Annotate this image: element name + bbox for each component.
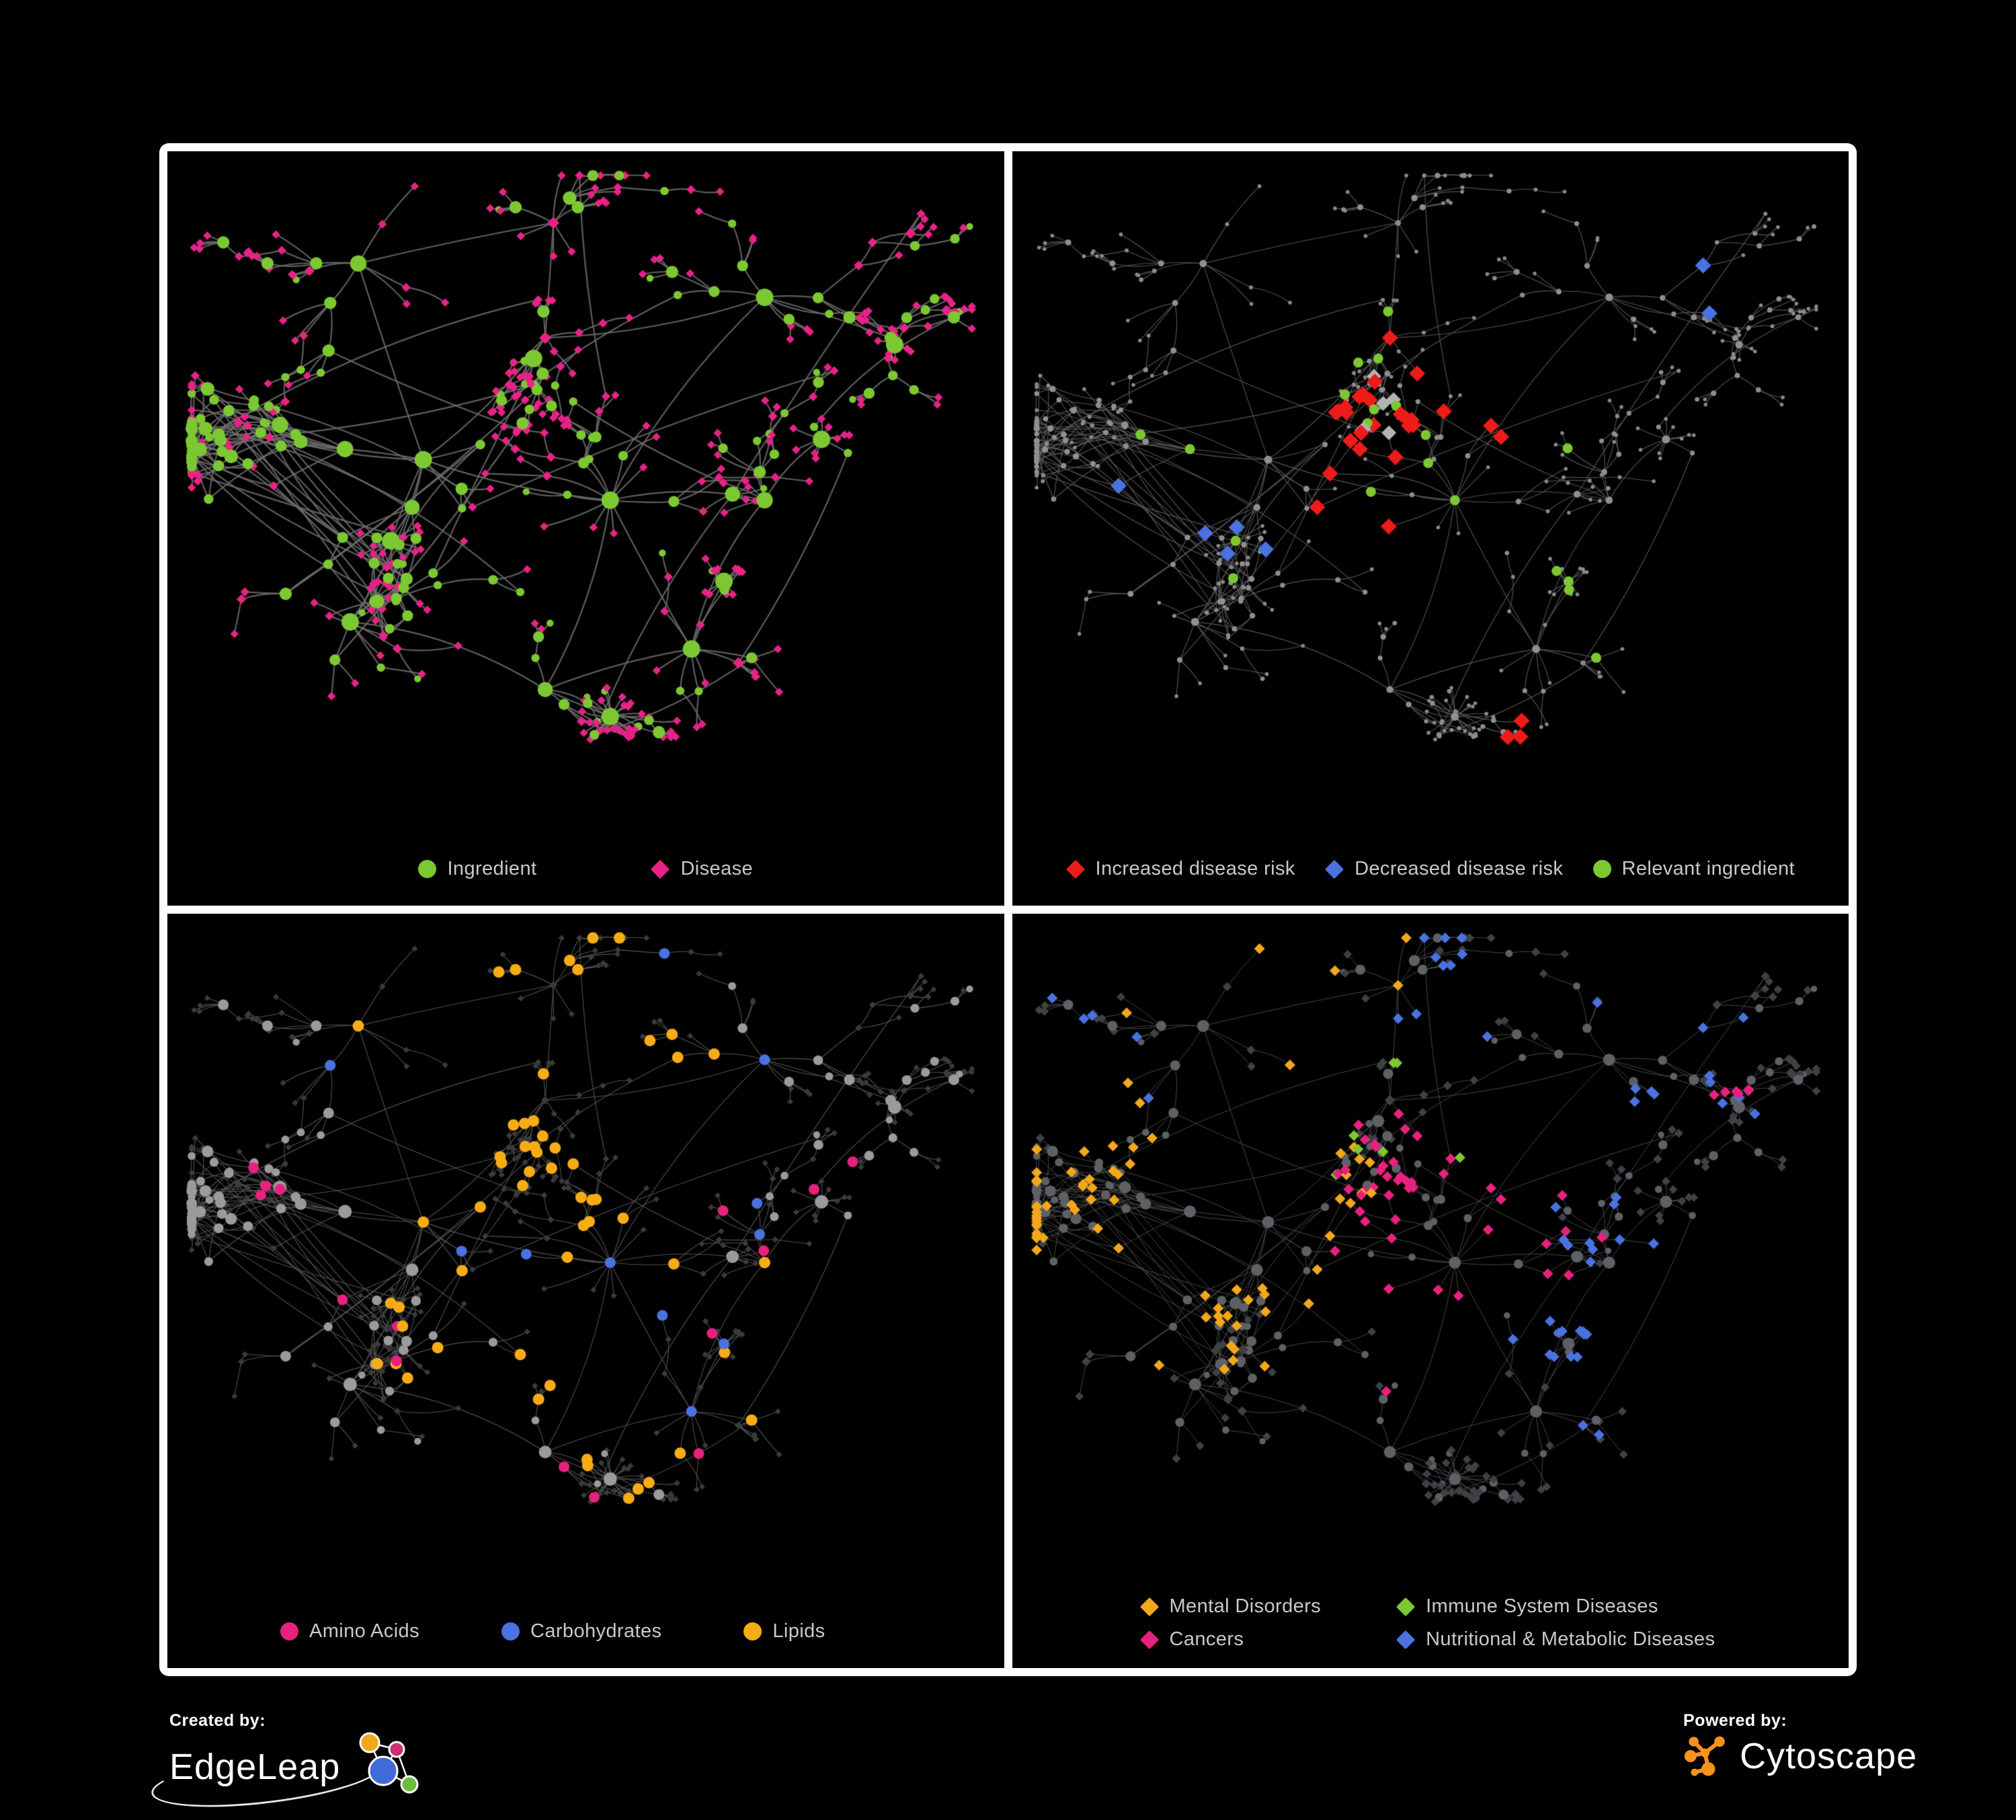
created-by-label: Created by: [169,1711,266,1730]
panel-ingredient-disease: Ingredient Disease [167,151,1004,906]
cytoscape-logo-icon [1684,1736,1725,1776]
legend-item-immune-system-diseases: Immune System Diseases [1396,1595,1715,1618]
legend-label: Ingredient [447,858,537,879]
diamond-marker-icon [1139,1630,1159,1649]
legend-item-decreased-disease-risk: Decreased disease risk [1324,858,1564,880]
powered-by-label: Powered by: [1683,1711,1787,1730]
legend-disease-categories: Mental Disorders Immune System Diseases Ca… [1012,1595,1849,1651]
network-graph-ingredient-disease [167,151,1004,906]
legend-label: Increased disease risk [1095,858,1295,879]
circle-marker-icon [743,1622,762,1640]
legend-nutrient-classes: Amino Acids Carbohydrates Lipids [167,1620,1004,1643]
diamond-marker-icon [651,859,670,879]
legend-item-ingredient: Ingredient [418,858,536,880]
created-by-block: Created by: EdgeLeap [148,1711,425,1817]
network-graph-disease-categories [1012,914,1849,1668]
panel-disease-risk: Increased disease risk Decreased disease … [1012,151,1849,906]
cytoscape-wordmark: Cytoscape [1740,1736,1918,1776]
panel-disease-categories: Mental Disorders Immune System Diseases Ca… [1012,914,1849,1668]
legend-item-nutritional-metabolic-diseases: Nutritional & Metabolic Diseases [1396,1628,1715,1651]
legend-label: Amino Acids [309,1620,419,1642]
legend-label: Cancers [1169,1628,1244,1650]
legend-label: Decreased disease risk [1355,858,1564,879]
legend-item-cancers: Cancers [1139,1628,1322,1651]
legend-item-carbohydrates: Carbohydrates [501,1620,661,1643]
diamond-marker-icon [1396,1597,1416,1616]
legend-disease-risk: Increased disease risk Decreased disease … [1012,858,1849,880]
diamond-marker-icon [1324,859,1344,879]
panel-nutrient-classes: Amino Acids Carbohydrates Lipids [167,914,1004,1668]
network-graph-disease-risk [1012,151,1849,906]
network-graph-nutrient-classes [167,914,1004,1668]
circle-marker-icon [418,860,437,878]
legend-label: Disease [680,858,754,879]
legend-item-amino-acids: Amino Acids [280,1620,419,1643]
diamond-marker-icon [1396,1630,1416,1649]
diamond-marker-icon [1139,1597,1159,1616]
circle-marker-icon [1592,860,1611,878]
legend-label: Relevant ingredient [1621,858,1795,879]
diamond-marker-icon [1065,859,1085,879]
legend-item-disease: Disease [651,858,753,880]
panel-grid: Ingredient Disease Increased disease risk… [159,143,1857,1676]
legend-label: Lipids [772,1620,825,1642]
legend-item-mental-disorders: Mental Disorders [1139,1595,1322,1618]
edgeleap-logo-icon [359,1732,419,1794]
legend-label: Mental Disorders [1169,1595,1322,1617]
circle-marker-icon [280,1622,298,1640]
legend-label: Carbohydrates [530,1620,662,1642]
edgeleap-wordmark: EdgeLeap [169,1747,341,1787]
legend-item-lipids: Lipids [743,1620,825,1643]
circle-marker-icon [501,1622,520,1640]
legend-item-relevant-ingredient: Relevant ingredient [1592,858,1795,880]
legend-item-increased-disease-risk: Increased disease risk [1065,858,1295,880]
legend-label: Immune System Diseases [1426,1595,1658,1617]
legend-ingredient-disease: Ingredient Disease [167,858,1004,880]
powered-by-block: Powered by: Cytoscape [1683,1711,1917,1780]
legend-label: Nutritional & Metabolic Diseases [1426,1628,1716,1650]
